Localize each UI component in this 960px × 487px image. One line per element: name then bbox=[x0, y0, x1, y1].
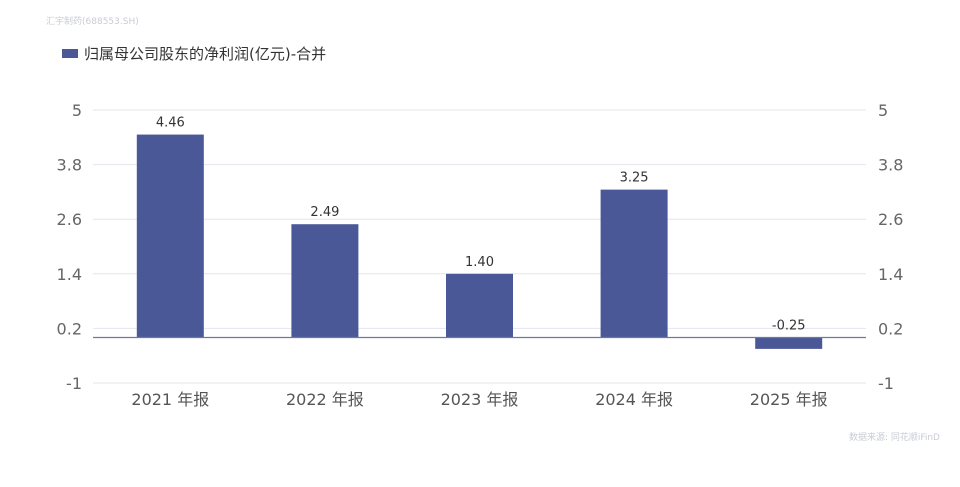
y-tick-label-left: -1 bbox=[66, 374, 82, 393]
x-axis: 2021 年报 2022 年报 2023 年报 2024 年报 2025 年报 bbox=[131, 390, 827, 409]
legend-swatch bbox=[62, 49, 78, 58]
data-source-text: 数据来源: 同花顺iFinD bbox=[848, 433, 940, 443]
y-tick-label-right: -1 bbox=[878, 374, 894, 393]
x-tick-label: 2025 年报 bbox=[750, 390, 828, 409]
x-tick-label: 2022 年报 bbox=[286, 390, 364, 409]
y-tick-label-right: 2.6 bbox=[878, 210, 903, 229]
y-tick-label-left: 3.8 bbox=[57, 156, 82, 175]
x-tick-label: 2023 年报 bbox=[441, 390, 519, 409]
chart-legend: 归属母公司股东的净利润(亿元)-合并 bbox=[62, 43, 326, 64]
y-tick-label-right: 0.2 bbox=[878, 319, 903, 338]
y-tick-label-left: 0.2 bbox=[57, 319, 82, 338]
data-label: 4.46 bbox=[156, 116, 185, 131]
y-tick-label-right: 1.4 bbox=[878, 265, 903, 284]
x-tick-label: 2021 年报 bbox=[131, 390, 209, 409]
data-label: 2.49 bbox=[310, 205, 339, 220]
x-tick-label: 2024 年报 bbox=[595, 390, 673, 409]
bar bbox=[291, 224, 359, 338]
data-label: 1.40 bbox=[465, 255, 494, 270]
bar-series bbox=[136, 134, 823, 349]
grid-lines bbox=[93, 109, 866, 384]
bar bbox=[446, 273, 513, 338]
y-tick-label-left: 2.6 bbox=[57, 210, 82, 229]
data-label: -0.25 bbox=[772, 319, 806, 334]
data-label: 3.25 bbox=[620, 171, 649, 186]
data-labels: 4.46 2.49 1.40 3.25 -0.25 bbox=[156, 116, 806, 334]
watermark-text: 汇宇制药(688553.SH) bbox=[46, 17, 139, 27]
y-tick-label-right: 5 bbox=[878, 101, 888, 120]
y-tick-label-left: 1.4 bbox=[57, 265, 82, 284]
bar bbox=[755, 337, 823, 349]
bar bbox=[600, 189, 668, 338]
bar bbox=[136, 134, 204, 338]
y-axis-left: 5 3.8 2.6 1.4 0.2 -1 bbox=[57, 101, 82, 393]
y-tick-label-left: 5 bbox=[72, 101, 82, 120]
legend-label: 归属母公司股东的净利润(亿元)-合并 bbox=[84, 45, 327, 63]
y-axis-right: 5 3.8 2.6 1.4 0.2 -1 bbox=[878, 101, 903, 393]
y-tick-label-right: 3.8 bbox=[878, 156, 903, 175]
